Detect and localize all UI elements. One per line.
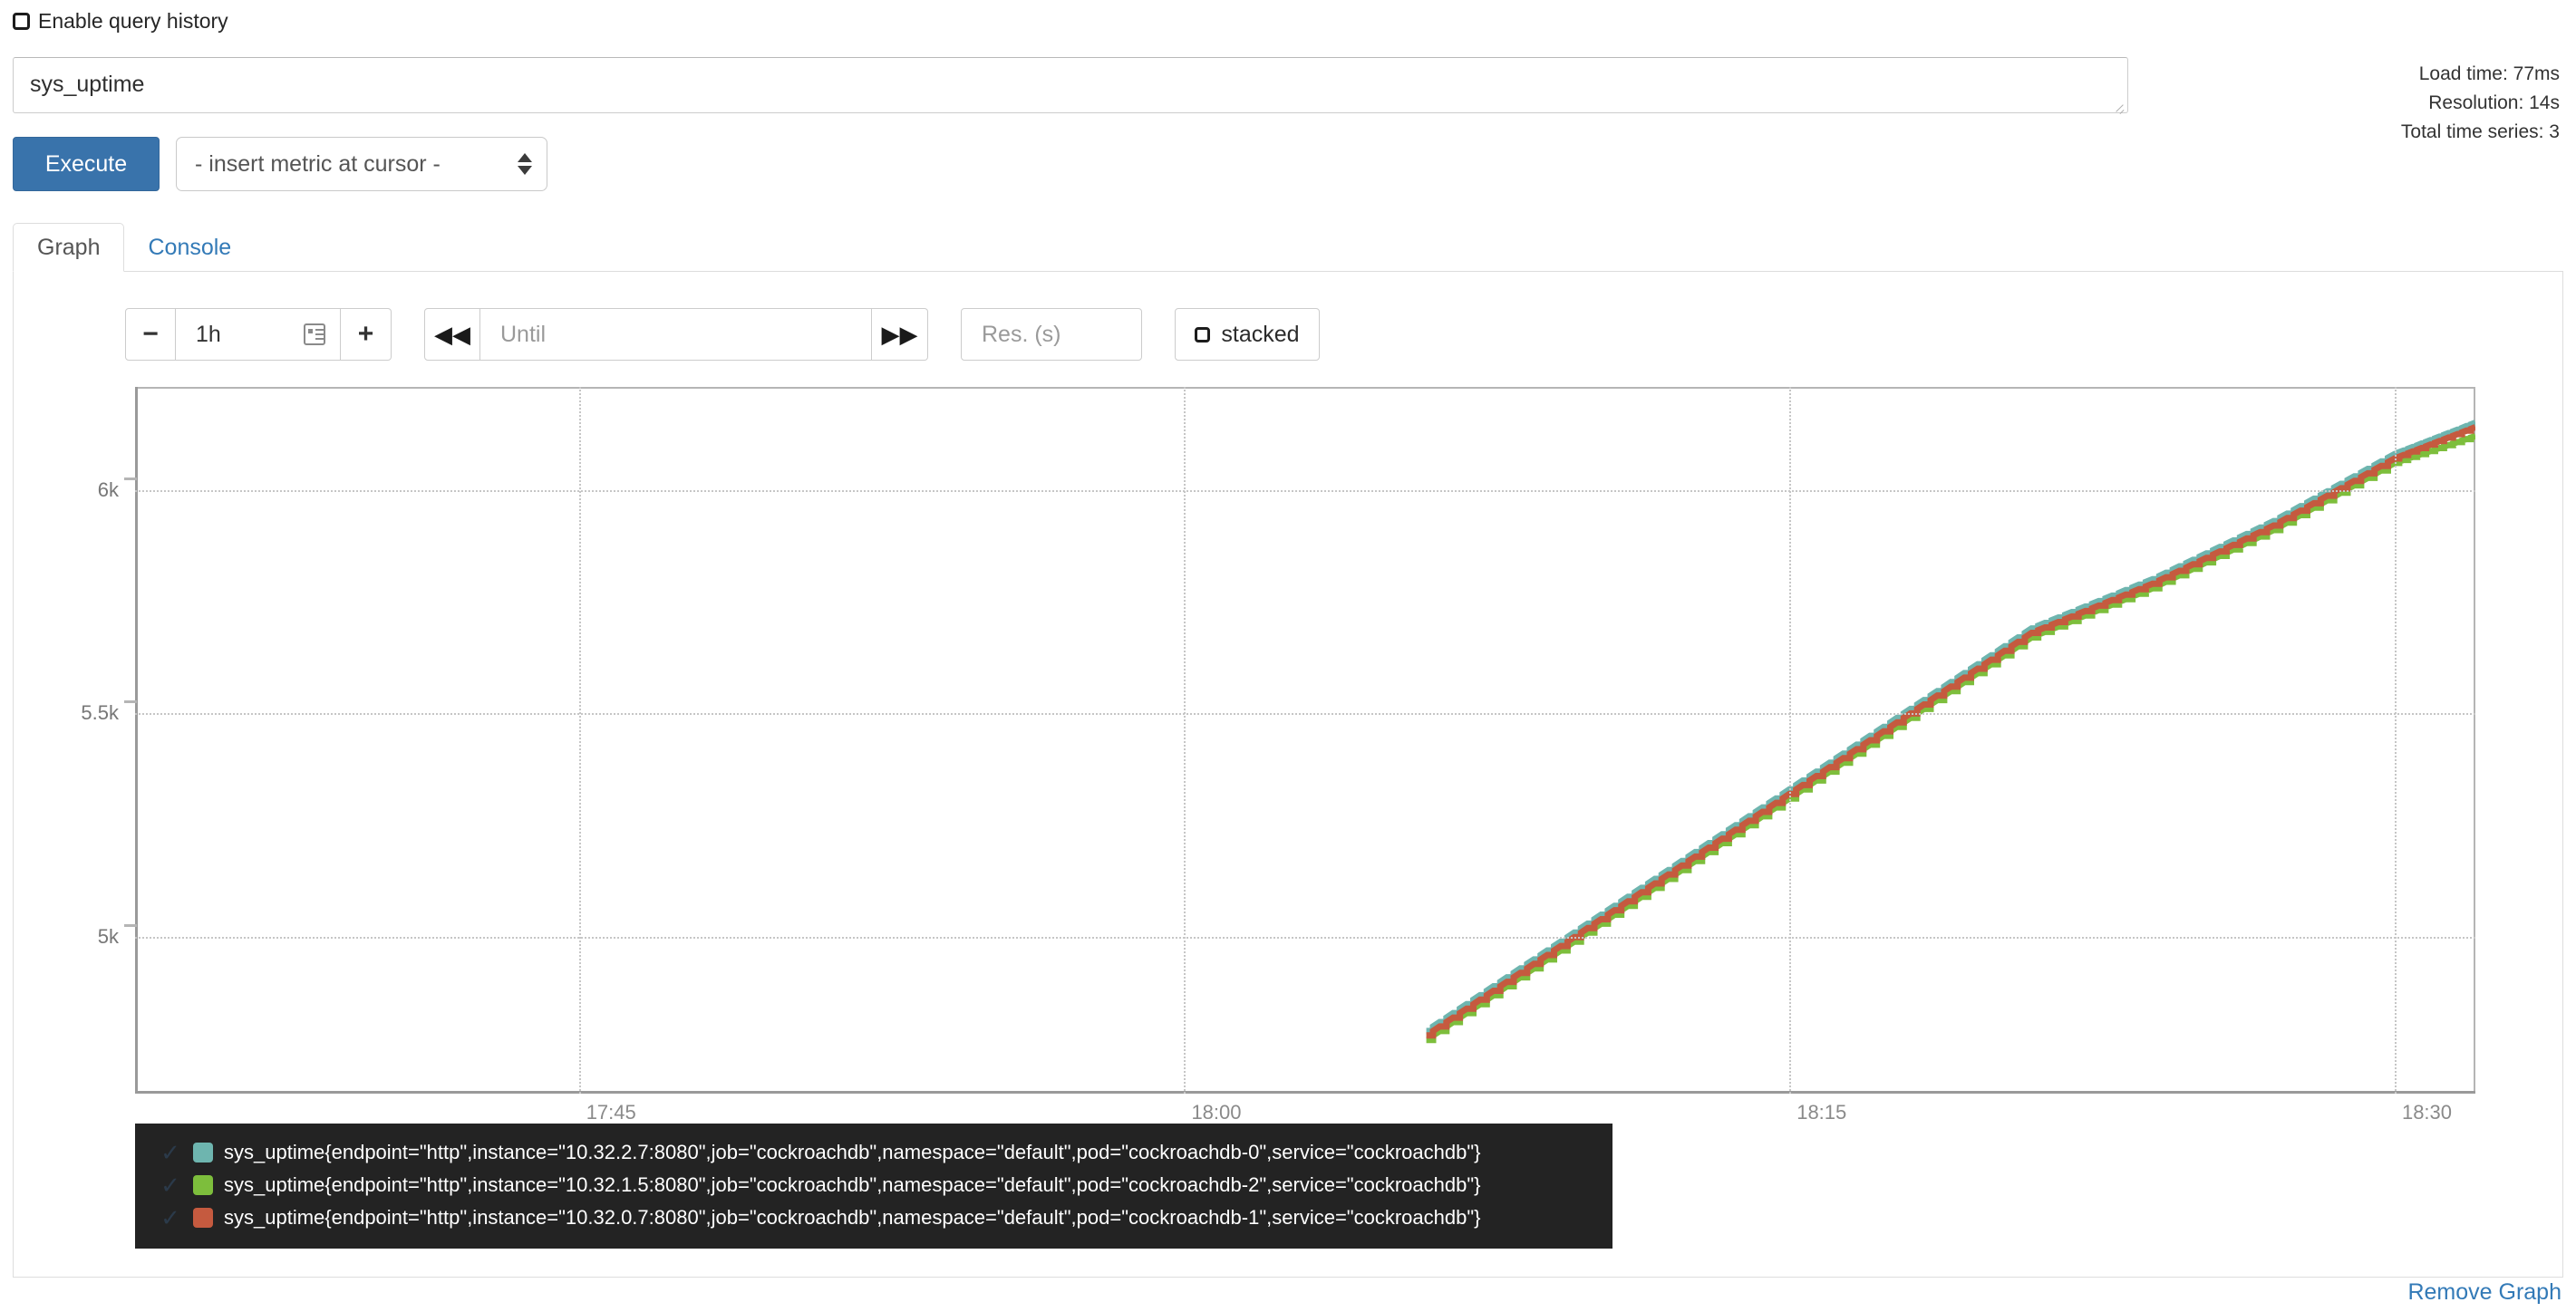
graph-chart: 5k 5.5k 6k 17:45 18:00 18:15 18:30 <box>81 387 2475 1124</box>
legend-series-label: sys_uptime{endpoint="http",instance="10.… <box>224 1206 1481 1229</box>
series-line <box>1426 424 2475 1039</box>
y-gridline <box>135 937 2475 940</box>
legend-item[interactable]: ✓ sys_uptime{endpoint="http",instance="1… <box>159 1201 1589 1234</box>
enable-query-history-row[interactable]: Enable query history <box>13 11 228 32</box>
select-spinner-icon <box>518 153 532 175</box>
y-tick-mark <box>124 700 137 704</box>
x-gridline <box>1789 387 1792 1094</box>
load-time: Load time: 77ms <box>2418 63 2560 84</box>
resolution-input[interactable]: Res. (s) <box>961 308 1142 361</box>
enable-query-history-label: Enable query history <box>38 9 228 33</box>
execute-row: Execute - insert metric at cursor - <box>13 137 547 191</box>
y-gridline <box>135 489 2475 492</box>
series-line <box>1426 432 2475 1044</box>
graph-controls: − 1h + ◀◀ Until ▶▶ Res. (s) stacked <box>125 308 1320 361</box>
x-tick-label: 18:15 <box>1796 1101 1847 1124</box>
tab-graph[interactable]: Graph <box>13 223 125 272</box>
query-stats: Load time: 77ms Resolution: 14s Total ti… <box>2401 60 2560 147</box>
legend-color-swatch <box>193 1175 213 1195</box>
until-control-group: ◀◀ Until ▶▶ <box>424 308 928 361</box>
y-tick-mark <box>124 477 137 480</box>
tab-console[interactable]: Console <box>148 235 232 260</box>
range-increase-button[interactable]: + <box>341 308 392 361</box>
step-backward-icon[interactable]: ◀◀ <box>424 308 480 361</box>
y-axis-line <box>135 387 138 1094</box>
legend-item[interactable]: ✓ sys_uptime{endpoint="http",instance="1… <box>159 1169 1589 1201</box>
query-expression-input[interactable] <box>13 57 2128 113</box>
stacked-checkbox[interactable] <box>1195 326 1211 342</box>
x-gridline <box>578 387 581 1094</box>
x-gridline <box>2394 387 2397 1094</box>
total-time-series: Total time series: 3 <box>2400 121 2560 142</box>
x-tick-label: 18:00 <box>1191 1101 1242 1124</box>
plot-area <box>135 387 2475 1094</box>
enable-query-history-checkbox[interactable] <box>13 13 30 30</box>
stacked-label: stacked <box>1221 321 1300 347</box>
x-gridline <box>1184 387 1186 1094</box>
legend-color-swatch <box>193 1208 213 1228</box>
until-input[interactable]: Until <box>480 308 872 361</box>
legend-checkmark-icon[interactable]: ✓ <box>160 1172 180 1199</box>
execute-button[interactable]: Execute <box>13 137 160 191</box>
resolution: Resolution: 14s <box>2428 92 2560 113</box>
remove-graph-link[interactable]: Remove Graph <box>2407 1279 2561 1305</box>
plot-border-right <box>2474 387 2475 1094</box>
legend-series-label: sys_uptime{endpoint="http",instance="10.… <box>224 1173 1481 1196</box>
series-lines <box>1426 420 2475 1044</box>
range-value: 1h <box>196 321 221 347</box>
y-tick-label: 6k <box>10 477 137 502</box>
y-tick-label: 5k <box>10 924 137 949</box>
x-tick-label: 18:30 <box>2401 1101 2453 1124</box>
legend-checkmark-icon[interactable]: ✓ <box>160 1204 180 1231</box>
range-control-group: − 1h + <box>125 308 392 361</box>
graph-panel <box>13 272 2563 1278</box>
plot-border-top <box>135 387 2475 389</box>
legend-series-label: sys_uptime{endpoint="http",instance="10.… <box>224 1141 1481 1163</box>
range-list-icon[interactable] <box>304 323 325 345</box>
y-gridline <box>135 713 2475 716</box>
step-forward-icon[interactable]: ▶▶ <box>872 308 928 361</box>
x-tick-label: 17:45 <box>586 1101 636 1124</box>
legend-item[interactable]: ✓ sys_uptime{endpoint="http",instance="1… <box>159 1136 1589 1169</box>
legend-checkmark-icon[interactable]: ✓ <box>160 1139 180 1166</box>
insert-metric-select[interactable]: - insert metric at cursor - <box>176 137 547 191</box>
range-input[interactable]: 1h <box>176 308 341 361</box>
result-tabs: Graph Console <box>13 217 2563 272</box>
y-tick-label: 5.5k <box>10 700 137 725</box>
range-decrease-button[interactable]: − <box>125 308 176 361</box>
legend-color-swatch <box>193 1143 213 1162</box>
chart-legend: ✓ sys_uptime{endpoint="http",instance="1… <box>135 1124 1612 1249</box>
x-axis-line <box>135 1091 2475 1094</box>
insert-metric-select-value: - insert metric at cursor - <box>195 150 441 177</box>
stacked-toggle[interactable]: stacked <box>1175 308 1320 361</box>
y-tick-mark <box>124 924 137 928</box>
